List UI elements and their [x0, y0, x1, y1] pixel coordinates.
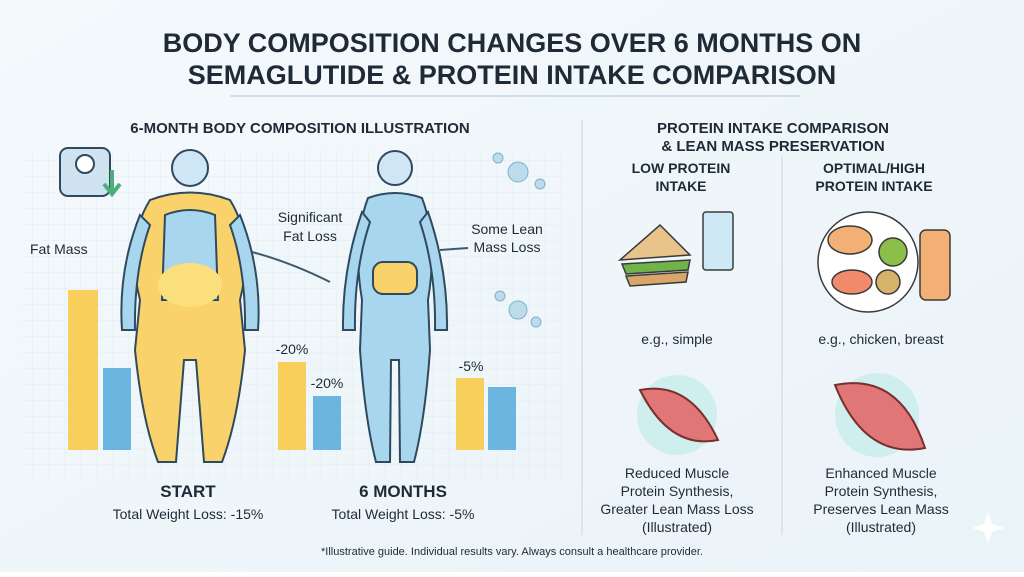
arrow [439, 247, 469, 251]
outcome: Enhanced Muscle [825, 465, 937, 481]
label: Mass Loss [474, 239, 541, 255]
plate [817, 211, 951, 313]
example: e.g., chicken, breast [818, 331, 943, 347]
outcome: (Illustrated) [642, 519, 712, 535]
sandwich [617, 211, 734, 287]
label: Significant [278, 209, 343, 225]
outcome: Protein Synthesis, [621, 483, 734, 499]
arrow [251, 251, 331, 283]
muscle-low [637, 375, 720, 455]
bar-label: -5% [459, 358, 484, 374]
label: Some Lean [471, 221, 543, 237]
footnote: *Illustrative guide. Individual results … [321, 546, 703, 558]
outcome: Reduced Muscle [625, 465, 729, 481]
outcome: Greater Lean Mass Loss [600, 501, 753, 517]
heading: PROTEIN INTAKE COMPARISON [657, 120, 889, 137]
outcome: Protein Synthesis, [825, 483, 938, 499]
heading: 6-MONTH BODY COMPOSITION ILLUSTRATION [130, 120, 469, 137]
column-title: PROTEIN INTAKE [815, 178, 932, 194]
stage-name: START [160, 482, 216, 501]
example: e.g., simple [641, 331, 713, 347]
column-title: INTAKE [655, 178, 706, 194]
bar-label: -20% [276, 341, 309, 357]
label: Fat Mass [30, 241, 88, 257]
stage-name: 6 MONTHS [359, 482, 447, 501]
bars [68, 290, 516, 450]
muscle-high [833, 373, 927, 457]
title: BODY COMPOSITION CHANGES OVER 6 MONTHS O… [163, 28, 862, 58]
column-title: LOW PROTEIN [632, 160, 731, 176]
title: SEMAGLUTIDE & PROTEIN INTAKE COMPARISON [188, 60, 837, 90]
texts: BODY COMPOSITION CHANGES OVER 6 MONTHS O… [30, 28, 949, 558]
outcome: Preserves Lean Mass [813, 501, 948, 517]
label: Fat Loss [283, 228, 337, 244]
sparkle [972, 512, 1004, 544]
bar-label: -20% [311, 375, 344, 391]
stage-loss: Total Weight Loss: -15% [113, 506, 264, 522]
body-start [120, 149, 260, 463]
body-6-months [341, 150, 449, 463]
scale-icon [59, 147, 122, 198]
heading: & LEAN MASS PRESERVATION [661, 138, 884, 155]
stage-loss: Total Weight Loss: -5% [332, 506, 475, 522]
outcome: (Illustrated) [846, 519, 916, 535]
molecule [492, 152, 546, 328]
column-title: OPTIMAL/HIGH [823, 160, 925, 176]
